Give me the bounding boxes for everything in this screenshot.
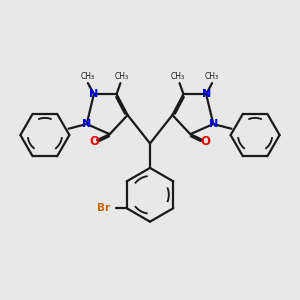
Text: N: N (89, 89, 98, 99)
Text: CH₃: CH₃ (205, 72, 219, 81)
Text: CH₃: CH₃ (115, 72, 129, 81)
Text: CH₃: CH₃ (81, 72, 95, 81)
Text: N: N (209, 119, 218, 129)
Text: CH₃: CH₃ (171, 72, 185, 81)
Text: N: N (82, 119, 91, 129)
Text: O: O (89, 135, 99, 148)
Text: N: N (202, 89, 211, 99)
Text: Br: Br (97, 203, 110, 213)
Text: O: O (201, 135, 211, 148)
